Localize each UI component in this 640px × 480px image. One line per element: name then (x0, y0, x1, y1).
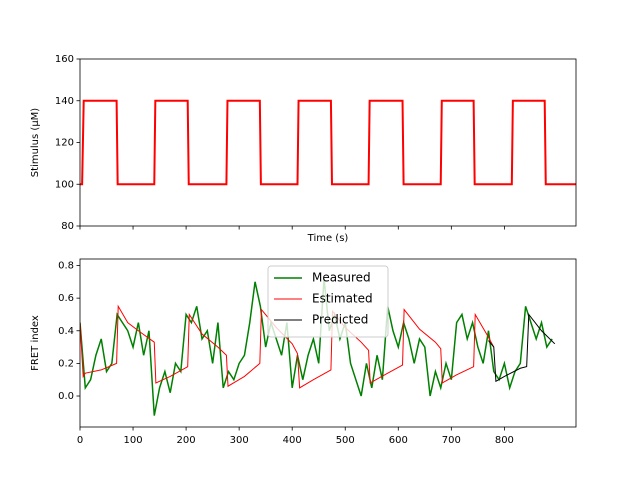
x-tick-label: 200 (177, 435, 196, 446)
y-tick-label: 160 (55, 54, 74, 65)
x-tick-label: 100 (124, 435, 143, 446)
legend-label: Estimated (312, 292, 373, 306)
x-tick-label: 500 (336, 435, 355, 446)
axes-frame (79, 258, 577, 428)
series-line (80, 304, 495, 389)
y-tick-label: 0.2 (58, 358, 74, 369)
y-tick-label: 100 (55, 179, 74, 190)
x-tick-label: 400 (283, 435, 302, 446)
legend-box (267, 265, 389, 338)
y-tick-label: 0.4 (58, 326, 74, 337)
x-tick-label: 300 (230, 435, 249, 446)
series-line (488, 313, 556, 383)
x-tick-label: 700 (442, 435, 461, 446)
y-tick-label: 120 (55, 138, 74, 149)
y-tick-label: 0.8 (58, 261, 74, 272)
y-tick-label: 80 (61, 221, 74, 232)
y-tick-label: 140 (55, 96, 74, 107)
x-tick-label: 600 (389, 435, 408, 446)
x-tick-label: 800 (495, 435, 514, 446)
series-line (80, 278, 553, 416)
y-axis-label: FRET index (30, 315, 41, 371)
y-tick-label: 0.6 (58, 293, 74, 304)
legend-label: Predicted (312, 313, 368, 327)
y-tick-label: 0.0 (58, 391, 74, 402)
legend-label: Measured (312, 271, 371, 285)
x-axis-label: Time (s) (307, 233, 349, 244)
series-line (80, 99, 576, 186)
y-axis-label: Stimulus (μM) (30, 108, 41, 178)
x-tick-label: 0 (77, 435, 83, 446)
